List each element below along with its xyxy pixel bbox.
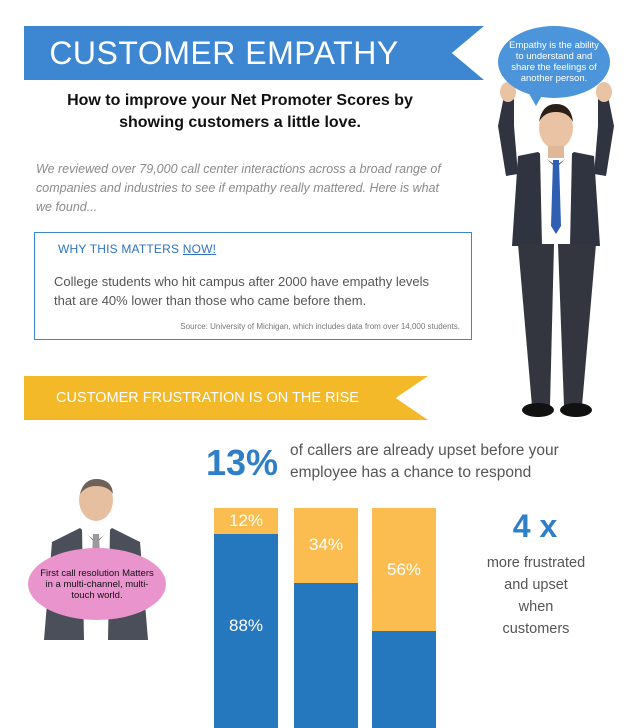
title-ribbon bbox=[24, 26, 484, 80]
stat-text: of callers are already upset before your… bbox=[290, 442, 559, 481]
businessman-illustration bbox=[498, 82, 614, 417]
matters-body: College students who hit campus after 20… bbox=[54, 274, 430, 308]
speech-bubble-text: Empathy is the ability to understand and… bbox=[509, 40, 599, 84]
section-ribbon bbox=[24, 376, 428, 420]
matters-title-emph: NOW! bbox=[182, 242, 217, 256]
bar-label: 34% bbox=[308, 535, 344, 555]
bar-segment bbox=[294, 582, 358, 728]
page-title: CUSTOMER EMPATHY bbox=[49, 35, 399, 71]
bar-segment: 12% bbox=[214, 508, 278, 535]
bar-segment: 34% bbox=[294, 508, 358, 583]
matters-source: Source: University of Michigan, which in… bbox=[180, 322, 460, 331]
multiplier-value: 4 x bbox=[512, 508, 558, 544]
matters-title-prefix: WHY THIS MATTERS bbox=[58, 242, 183, 256]
pink-bubble-text: First call resolution Matters in a multi… bbox=[40, 567, 154, 601]
bar-label: 88% bbox=[228, 615, 264, 635]
page-subtitle: How to improve your Net Promoter Scores … bbox=[67, 92, 413, 131]
bar-segment: 88% bbox=[214, 534, 278, 728]
bar-segment: 56% bbox=[372, 508, 436, 632]
matters-title: WHY THIS MATTERS NOW! bbox=[58, 242, 216, 256]
pink-speech-bubble: First call resolution Matters in a multi… bbox=[28, 548, 166, 620]
section-title: CUSTOMER FRUSTRATION IS ON THE RISE bbox=[56, 390, 359, 406]
speech-bubble: Empathy is the ability to understand and… bbox=[498, 26, 610, 98]
bar-label: 56% bbox=[386, 559, 422, 579]
bar-segment bbox=[372, 631, 436, 728]
bar-label: 12% bbox=[228, 511, 264, 531]
intro-text: We reviewed over 79,000 call center inte… bbox=[36, 162, 441, 214]
stat-percent: 13% bbox=[206, 442, 279, 483]
multiplier-text: more frustrated and upset when customers bbox=[486, 555, 586, 637]
matters-box bbox=[34, 232, 472, 340]
